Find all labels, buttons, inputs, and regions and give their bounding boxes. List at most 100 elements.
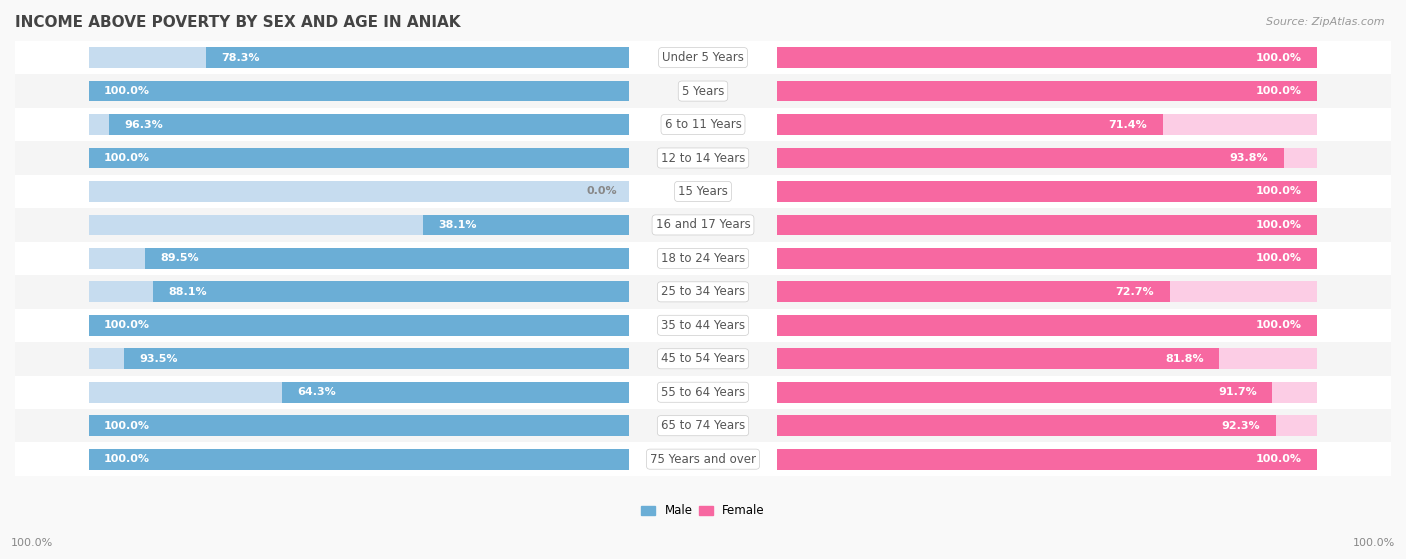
Bar [89, 48, 630, 68]
Bar [89, 114, 630, 135]
Bar [776, 382, 1317, 402]
Bar [15, 376, 1391, 409]
Bar [15, 409, 1391, 442]
Bar [776, 282, 1170, 302]
Text: 100.0%: 100.0% [1256, 53, 1302, 63]
Bar [776, 215, 1317, 235]
Text: 100.0%: 100.0% [104, 86, 150, 96]
Text: 100.0%: 100.0% [11, 538, 53, 548]
Text: 100.0%: 100.0% [1256, 253, 1302, 263]
Bar [776, 415, 1275, 436]
Bar [776, 181, 1317, 202]
Text: 91.7%: 91.7% [1219, 387, 1257, 397]
Bar [89, 148, 630, 168]
Bar [776, 415, 1317, 436]
Bar [281, 382, 630, 402]
Text: 16 and 17 Years: 16 and 17 Years [655, 219, 751, 231]
Bar [89, 415, 630, 436]
Bar [15, 41, 1391, 74]
Bar [15, 108, 1391, 141]
Bar [89, 80, 630, 101]
Bar [15, 175, 1391, 208]
Text: 100.0%: 100.0% [1256, 187, 1302, 196]
Bar [776, 282, 1317, 302]
Bar [89, 148, 630, 168]
Text: 75 Years and over: 75 Years and over [650, 453, 756, 466]
Text: 100.0%: 100.0% [1256, 220, 1302, 230]
Text: 0.0%: 0.0% [586, 187, 617, 196]
Bar [776, 80, 1317, 101]
Text: 55 to 64 Years: 55 to 64 Years [661, 386, 745, 399]
Bar [89, 215, 630, 235]
Text: 100.0%: 100.0% [1256, 454, 1302, 464]
Bar [89, 80, 630, 101]
Text: 96.3%: 96.3% [124, 120, 163, 130]
Bar [776, 348, 1219, 369]
Text: 38.1%: 38.1% [439, 220, 477, 230]
Bar [15, 309, 1391, 342]
Text: 15 Years: 15 Years [678, 185, 728, 198]
Bar [776, 114, 1317, 135]
Text: 25 to 34 Years: 25 to 34 Years [661, 285, 745, 299]
Bar [776, 148, 1317, 168]
Bar [89, 282, 630, 302]
Text: 100.0%: 100.0% [104, 320, 150, 330]
Bar [776, 315, 1317, 336]
Text: 12 to 14 Years: 12 to 14 Years [661, 151, 745, 164]
Text: 100.0%: 100.0% [104, 421, 150, 430]
Bar [89, 248, 630, 269]
Bar [776, 382, 1272, 402]
Legend: Male, Female: Male, Female [637, 500, 769, 522]
Bar [89, 181, 630, 202]
Bar [207, 48, 630, 68]
Text: 64.3%: 64.3% [297, 387, 336, 397]
Text: 81.8%: 81.8% [1166, 354, 1204, 364]
Text: 45 to 54 Years: 45 to 54 Years [661, 352, 745, 365]
Bar [89, 315, 630, 336]
Text: 89.5%: 89.5% [160, 253, 200, 263]
Bar [145, 248, 630, 269]
Text: 71.4%: 71.4% [1108, 120, 1147, 130]
Text: 78.3%: 78.3% [221, 53, 260, 63]
Bar [776, 348, 1317, 369]
Text: 100.0%: 100.0% [104, 454, 150, 464]
Bar [776, 248, 1317, 269]
Bar [89, 348, 630, 369]
Text: 5 Years: 5 Years [682, 84, 724, 98]
Text: 6 to 11 Years: 6 to 11 Years [665, 118, 741, 131]
Text: 92.3%: 92.3% [1222, 421, 1260, 430]
Bar [776, 114, 1163, 135]
Bar [89, 449, 630, 470]
Bar [89, 415, 630, 436]
Bar [15, 241, 1391, 275]
Text: 93.5%: 93.5% [139, 354, 177, 364]
Text: 18 to 24 Years: 18 to 24 Years [661, 252, 745, 265]
Text: Under 5 Years: Under 5 Years [662, 51, 744, 64]
Bar [776, 315, 1317, 336]
Text: Source: ZipAtlas.com: Source: ZipAtlas.com [1267, 17, 1385, 27]
Bar [776, 248, 1317, 269]
Bar [776, 449, 1317, 470]
Bar [89, 382, 630, 402]
Bar [15, 275, 1391, 309]
Text: 100.0%: 100.0% [1256, 320, 1302, 330]
Bar [776, 181, 1317, 202]
Bar [776, 449, 1317, 470]
Bar [108, 114, 630, 135]
Bar [15, 208, 1391, 241]
Text: 93.8%: 93.8% [1230, 153, 1268, 163]
Bar [124, 348, 630, 369]
Text: 100.0%: 100.0% [1256, 86, 1302, 96]
Bar [776, 80, 1317, 101]
Bar [15, 442, 1391, 476]
Bar [15, 74, 1391, 108]
Bar [776, 48, 1317, 68]
Bar [423, 215, 630, 235]
Text: 72.7%: 72.7% [1116, 287, 1154, 297]
Bar [89, 315, 630, 336]
Bar [776, 148, 1284, 168]
Text: INCOME ABOVE POVERTY BY SEX AND AGE IN ANIAK: INCOME ABOVE POVERTY BY SEX AND AGE IN A… [15, 15, 461, 30]
Bar [89, 449, 630, 470]
Bar [15, 141, 1391, 175]
Bar [776, 215, 1317, 235]
